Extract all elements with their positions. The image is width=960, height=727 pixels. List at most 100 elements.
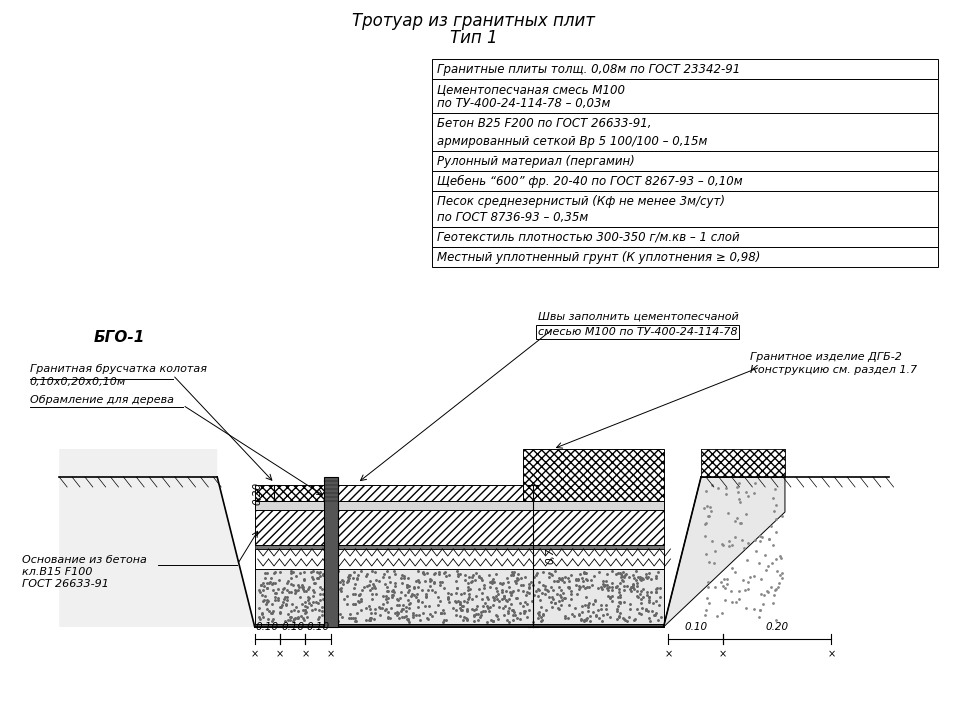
Point xyxy=(536,608,551,620)
Point xyxy=(567,602,583,614)
Point xyxy=(517,571,533,583)
Point xyxy=(539,584,554,595)
Point xyxy=(428,606,444,618)
Point xyxy=(601,590,616,601)
Point xyxy=(553,573,568,585)
Point xyxy=(612,589,628,601)
Point xyxy=(381,611,396,623)
Point xyxy=(378,604,394,616)
Point xyxy=(471,571,487,582)
Point xyxy=(591,611,607,623)
Text: Гранитные плиты толщ. 0,08м по ГОСТ 23342-91: Гранитные плиты толщ. 0,08м по ГОСТ 2334… xyxy=(438,63,741,76)
Point xyxy=(440,592,455,603)
Bar xyxy=(432,247,938,267)
Point xyxy=(599,579,614,591)
Point xyxy=(509,612,524,624)
Point xyxy=(707,558,722,569)
Point xyxy=(448,576,464,587)
Text: Щебень “600” фр. 20-40 по ГОСТ 8267-93 – 0,10м: Щебень “600” фр. 20-40 по ГОСТ 8267-93 –… xyxy=(438,174,743,188)
Point xyxy=(531,577,546,588)
Point xyxy=(274,602,289,614)
Point xyxy=(748,545,763,556)
Point xyxy=(465,603,480,615)
Point xyxy=(398,610,414,622)
Point xyxy=(622,598,637,610)
Point xyxy=(641,567,657,579)
Point xyxy=(561,582,576,593)
Point xyxy=(774,510,789,522)
Point xyxy=(552,582,567,593)
Point xyxy=(613,569,629,580)
Point xyxy=(295,581,310,593)
Point xyxy=(266,605,281,616)
Point xyxy=(598,600,613,611)
Point xyxy=(410,601,425,613)
Point xyxy=(256,580,272,592)
Point xyxy=(604,565,619,577)
Point xyxy=(649,586,664,598)
Point xyxy=(364,582,379,594)
Point xyxy=(332,583,348,595)
Point xyxy=(402,584,418,595)
Point xyxy=(499,595,515,607)
Point xyxy=(747,603,762,614)
Point xyxy=(321,616,336,627)
Point xyxy=(263,607,278,619)
Point xyxy=(458,612,473,624)
Point xyxy=(531,590,546,602)
Point xyxy=(276,583,291,595)
Point xyxy=(324,571,340,582)
Bar xyxy=(254,624,663,627)
Text: ×: × xyxy=(301,649,309,659)
Point xyxy=(534,587,549,599)
Point xyxy=(407,590,422,601)
Point xyxy=(613,571,629,583)
Point xyxy=(254,577,270,588)
Point xyxy=(531,585,546,596)
Point xyxy=(697,609,712,621)
Point xyxy=(452,611,468,622)
Point xyxy=(469,614,485,626)
Point xyxy=(653,591,668,603)
Point xyxy=(628,574,643,585)
Point xyxy=(634,593,649,605)
Point xyxy=(444,589,459,601)
Point xyxy=(507,576,522,587)
Point xyxy=(324,579,339,590)
Point xyxy=(401,580,417,592)
Point xyxy=(482,577,497,588)
Point xyxy=(434,608,449,619)
Point xyxy=(552,603,567,614)
Point xyxy=(319,602,334,614)
Point xyxy=(297,566,312,578)
Point xyxy=(727,566,742,578)
Text: Цементопесчаная смесь М100: Цементопесчаная смесь М100 xyxy=(438,83,625,96)
Point xyxy=(529,569,544,581)
Point xyxy=(554,591,569,603)
Point xyxy=(410,595,425,606)
Point xyxy=(504,587,519,599)
Point xyxy=(422,573,438,585)
Point xyxy=(293,591,308,603)
Point xyxy=(312,588,327,600)
Point xyxy=(626,571,641,583)
Point xyxy=(260,567,276,579)
Point xyxy=(426,577,442,589)
Point xyxy=(763,581,779,593)
Point xyxy=(752,535,767,547)
Point xyxy=(439,570,454,582)
Point xyxy=(281,586,297,598)
Point xyxy=(452,598,468,609)
Point xyxy=(732,493,747,505)
Point xyxy=(323,615,338,627)
Point xyxy=(582,610,597,622)
Point xyxy=(349,572,365,584)
Point xyxy=(255,585,271,596)
Point xyxy=(259,594,275,606)
Point xyxy=(415,584,430,595)
Point xyxy=(278,598,294,610)
Point xyxy=(280,614,296,626)
Text: 0.20: 0.20 xyxy=(765,622,788,632)
Point xyxy=(399,579,415,591)
Point xyxy=(480,616,495,627)
